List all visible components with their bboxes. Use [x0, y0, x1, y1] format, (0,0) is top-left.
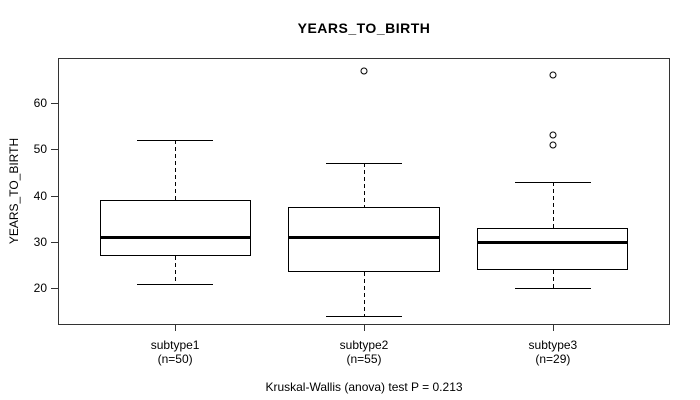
whisker-cap-upper: [515, 181, 591, 183]
whisker-lower: [364, 272, 365, 317]
y-tick-label: 50: [33, 142, 47, 157]
whisker-cap-upper: [326, 163, 402, 165]
x-tick: [364, 325, 365, 331]
median-line: [477, 240, 629, 244]
stat-test-caption: Kruskal-Wallis (anova) test P = 0.213: [265, 380, 463, 394]
y-tick: [51, 242, 58, 244]
whisker-cap-upper: [137, 140, 213, 142]
y-tick-label: 30: [33, 235, 47, 250]
y-tick-label: 20: [33, 281, 47, 296]
y-tick: [51, 102, 58, 104]
whisker-cap-lower: [326, 316, 402, 318]
x-group-label-count: (n=50): [157, 352, 193, 366]
whisker-lower: [175, 255, 177, 284]
iqr-box: [288, 207, 440, 273]
outlier-point: [549, 131, 557, 139]
whisker-cap-lower: [137, 283, 213, 285]
outlier-point: [549, 141, 557, 149]
x-tick: [175, 325, 177, 331]
whisker-lower: [552, 269, 554, 289]
y-tick: [51, 195, 58, 197]
chart-title: YEARS_TO_BIRTH: [297, 20, 431, 36]
median-line: [99, 235, 251, 239]
y-tick: [51, 149, 58, 151]
x-group-label: subtype3 (n=29): [529, 338, 578, 366]
whisker-cap-lower: [515, 288, 591, 290]
whisker-upper: [364, 163, 365, 208]
x-group-label-count: (n=55): [346, 352, 382, 366]
x-group-label: subtype1 (n=50): [151, 338, 200, 366]
x-tick: [552, 325, 554, 331]
iqr-box: [477, 228, 629, 270]
y-tick-label: 60: [33, 95, 47, 110]
y-tick: [51, 288, 58, 290]
y-tick-label: 40: [33, 188, 47, 203]
x-group-label-name: subtype1: [150, 338, 200, 352]
outlier-point: [360, 67, 368, 75]
x-group-label-name: subtype3: [528, 338, 578, 352]
iqr-box: [99, 200, 251, 256]
outlier-point: [549, 71, 557, 79]
whisker-upper: [175, 140, 177, 201]
x-group-label-name: subtype2: [339, 338, 389, 352]
x-group-label-count: (n=29): [535, 352, 571, 366]
x-group-label: subtype2 (n=55): [340, 338, 389, 366]
whisker-upper: [552, 181, 554, 229]
median-line: [288, 235, 440, 239]
